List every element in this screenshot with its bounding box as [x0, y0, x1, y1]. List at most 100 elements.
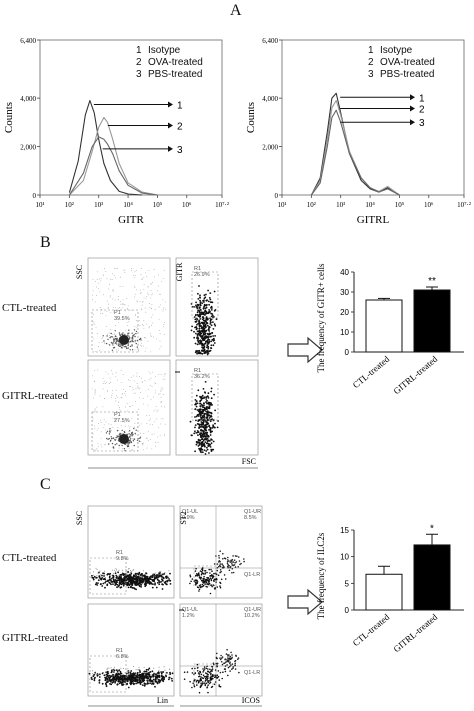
- gate-value: 0.9%: [182, 515, 195, 521]
- event-dot: [203, 443, 205, 445]
- event-dot: [105, 683, 107, 686]
- event-dot: [207, 691, 209, 694]
- event-dot: [117, 678, 120, 680]
- event-dot: [171, 680, 173, 682]
- event-dot: [110, 423, 112, 425]
- event-dot: [200, 444, 203, 446]
- event-dot: [202, 581, 204, 583]
- event-dot: [204, 381, 207, 383]
- event-dot: [143, 345, 145, 347]
- event-dot: [201, 423, 203, 426]
- event-dot: [108, 437, 110, 440]
- event-dot: [129, 571, 131, 573]
- event-dot: [102, 388, 104, 390]
- event-dot: [114, 680, 117, 682]
- event-dot: [194, 430, 196, 433]
- gate-value: 26.9%: [194, 272, 210, 278]
- event-dot: [114, 333, 116, 335]
- event-dot: [145, 579, 147, 582]
- event-dot: [98, 575, 101, 577]
- event-dot: [130, 572, 133, 575]
- event-dot: [194, 314, 197, 317]
- event-dot: [207, 311, 210, 313]
- event-dot: [111, 442, 114, 445]
- event-dot: [193, 330, 195, 333]
- event-dot: [136, 578, 139, 581]
- event-dot: [199, 584, 202, 586]
- event-dot: [119, 335, 121, 337]
- event-dot: [138, 669, 140, 670]
- event-dot: [93, 679, 96, 682]
- event-dot: [106, 573, 109, 576]
- event-dot: [115, 576, 118, 579]
- event-dot: [168, 674, 170, 676]
- event-dot: [218, 684, 220, 686]
- event-dot: [94, 301, 96, 303]
- event-dot: [139, 376, 140, 378]
- event-dot: [95, 674, 97, 676]
- x-tick-label: 10⁷·²: [215, 201, 229, 209]
- arrow-label: 3: [177, 145, 183, 156]
- row-label-gitrl: GITRL-treated: [2, 390, 68, 402]
- event-dot: [105, 443, 107, 445]
- event-dot: [228, 560, 230, 562]
- event-dot: [207, 395, 209, 398]
- event-dot: [196, 306, 198, 309]
- event-dot: [202, 328, 205, 331]
- event-dot: [203, 322, 206, 325]
- event-dot: [121, 333, 123, 335]
- event-dot: [151, 586, 154, 589]
- event-dot: [99, 570, 101, 572]
- event-dot: [133, 285, 135, 287]
- event-dot: [170, 677, 173, 680]
- event-dot: [169, 673, 172, 675]
- event-dot: [126, 403, 128, 405]
- event-dot: [104, 581, 106, 584]
- dot-plot-frame: [87, 359, 171, 456]
- event-dot: [210, 669, 213, 672]
- x-tick-label: 10⁵: [153, 201, 163, 209]
- event-dot: [141, 684, 144, 686]
- event-dot: [206, 341, 209, 344]
- event-dot: [141, 278, 143, 280]
- event-dot: [212, 448, 215, 451]
- event-dot: [92, 578, 95, 581]
- event-dot: [107, 438, 109, 441]
- event-dot: [205, 306, 208, 309]
- event-dot: [121, 344, 123, 347]
- event-dot: [107, 307, 109, 309]
- event-dot: [115, 398, 117, 400]
- y-tick-label: 10: [340, 328, 349, 337]
- event-dot: [209, 420, 212, 423]
- event-dot: [118, 575, 121, 578]
- event-dot: [128, 335, 130, 337]
- event-dot: [116, 395, 118, 397]
- event-dot: [201, 313, 204, 315]
- event-dot: [201, 451, 204, 454]
- event-dot: [202, 300, 204, 302]
- event-dot: [98, 679, 101, 681]
- event-dot: [133, 334, 135, 336]
- event-dot: [211, 338, 214, 341]
- event-dot: [124, 443, 126, 446]
- event-dot: [198, 341, 200, 344]
- event-dot: [124, 392, 126, 394]
- legend-item: 1 Isotype: [368, 45, 413, 56]
- event-dot: [234, 555, 237, 557]
- event-dot: [119, 343, 121, 345]
- event-dot: [203, 438, 206, 441]
- event-dot: [168, 570, 170, 572]
- event-dot: [201, 344, 204, 347]
- event-dot: [162, 680, 165, 683]
- event-dot: [159, 340, 161, 342]
- event-dot: [223, 668, 226, 670]
- event-dot: [133, 427, 135, 430]
- event-dot: [141, 324, 143, 325]
- event-dot: [210, 584, 212, 586]
- event-dot: [196, 581, 199, 583]
- event-dot: [108, 343, 110, 345]
- event-dot: [100, 431, 102, 433]
- event-dot: [169, 668, 171, 670]
- event-dot: [125, 329, 127, 331]
- event-dot: [139, 388, 140, 390]
